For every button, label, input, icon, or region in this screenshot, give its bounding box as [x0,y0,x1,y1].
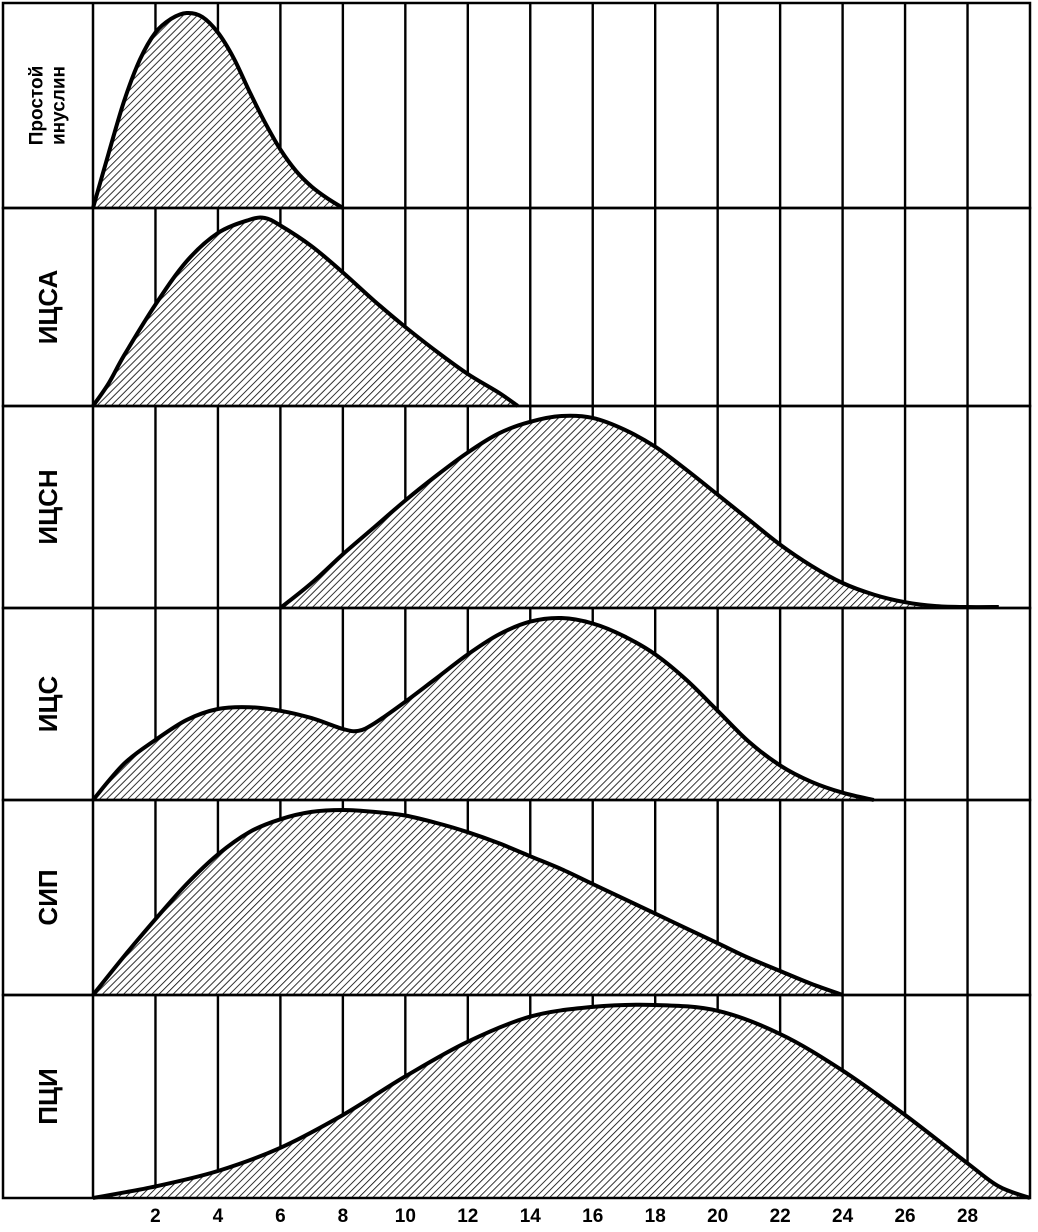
series-line [91,215,519,408]
series-line [91,615,875,802]
x-tick-label: 4 [213,1206,224,1227]
x-tick-label: 28 [957,1206,978,1227]
series-area [93,1004,1030,1198]
series-area [93,617,874,800]
panel-3: ИЦСН [1,404,1032,610]
x-tick-label: 26 [894,1206,915,1227]
series-label-line: ИЦС [33,676,63,733]
x-tick-label: 24 [832,1206,854,1227]
panel-5: СИП [1,798,1032,997]
panel-2: ИЦСА [1,206,1032,408]
series-label-line: Простой [27,66,48,146]
panel-6: ПЦИ [1,993,1032,1200]
series-label-line: ИЦСА [33,269,63,344]
series-line [91,10,344,210]
series-label: СИП [33,869,63,925]
panel-4: ИЦС [1,606,1032,802]
series-label: ИЦС [33,676,63,733]
x-tick-label: 2 [150,1206,161,1227]
chart-panels: Простой инуслин ИЦСА ИЦСН ИЦС СИП ПЦИ [1,1,1032,1200]
series-line [279,413,999,610]
x-tick-label: 20 [707,1206,728,1227]
x-tick-label: 16 [582,1206,603,1227]
series-label: ИЦСН [33,469,63,544]
series-label: ИЦСА [33,269,63,344]
series-area [93,810,843,995]
series-label: ПЦИ [33,1068,63,1124]
series-line [92,1002,1031,1200]
series-label-line: ИЦСН [33,469,63,544]
panel-frame [1,993,1032,1200]
x-tick-label: 6 [275,1206,286,1227]
series-label-line: СИП [33,869,63,925]
x-tick-label: 8 [338,1206,349,1227]
series-label: Простой инуслин [27,66,70,146]
series-area [93,217,518,406]
panel-1: Простой инуслин [1,1,1032,210]
series-line [91,808,844,997]
series-area [93,12,343,208]
x-tick-label: 12 [457,1206,478,1227]
x-tick-label: 14 [520,1206,542,1227]
x-tick-label: 10 [395,1206,416,1227]
series-label-line: инуслин [48,66,69,145]
series-label-line: ПЦИ [33,1068,63,1124]
x-tick-label: 22 [770,1206,791,1227]
x-axis-tick-labels: 2 4 6 8 10 12 14 16 18 20 22 24 26 28 [150,1206,978,1227]
x-tick-label: 18 [645,1206,666,1227]
series-area [280,415,999,608]
